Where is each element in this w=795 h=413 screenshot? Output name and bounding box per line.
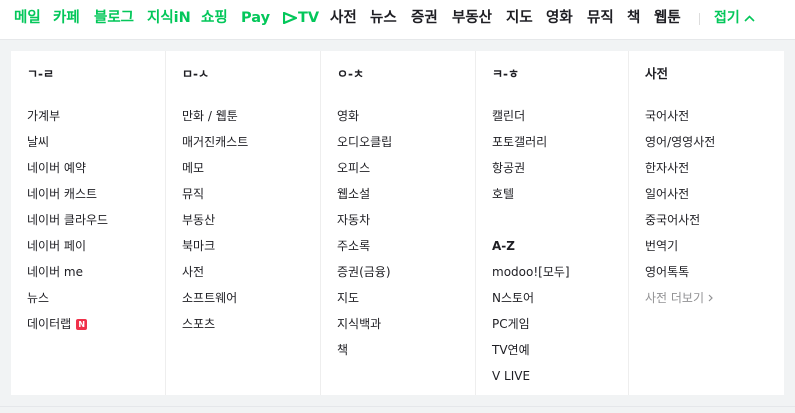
service-link[interactable]: 네이버 예약 [27,161,87,175]
service-link[interactable]: 중국어사전 [645,213,701,227]
service-link[interactable]: 지도 [337,291,360,305]
service-link[interactable]: 포토갤러리 [492,135,548,149]
service-link[interactable]: 사전 [182,265,205,279]
column-dictionary: 사전 국어사전 영어/영영사전 한자사전 일어사전 중국어사전 번역기 영어톡톡… [629,51,784,395]
service-link[interactable]: N스토어 [492,291,535,305]
spacer [492,207,628,233]
service-link[interactable]: 한자사전 [645,161,690,175]
service-link[interactable]: 증권(금융) [337,265,391,279]
nav-news[interactable]: 뉴스 [370,10,397,26]
service-link[interactable]: 오피스 [337,161,371,175]
nav-dictionary[interactable]: 사전 [330,10,357,26]
service-link[interactable]: 호텔 [492,187,515,201]
nav-mail[interactable]: 메일 [14,10,41,26]
service-menu-panel: ㄱ-ㄹ 가계부 날씨 네이버 예약 네이버 캐스트 네이버 클라우드 네이버 페… [11,51,784,395]
service-link[interactable]: 뮤직 [182,187,205,201]
nav-blog[interactable]: 블로그 [94,10,135,26]
service-link[interactable]: 영어/영영사전 [645,135,716,149]
column-heading: 사전 [645,66,669,81]
service-link[interactable]: 주소록 [337,239,371,253]
service-link[interactable]: 부동산 [182,213,216,227]
top-navigation: 메일 카페 블로그 지식iN 쇼핑 Pay TV 사전 뉴스 증권 부동산 지도… [0,0,795,40]
service-link[interactable]: 네이버 me [27,265,84,279]
nav-divider [699,13,700,25]
column-heading: ㄱ-ㄹ [27,67,55,81]
bottom-divider [0,406,795,407]
service-link[interactable]: 만화 / 웹툰 [182,109,238,123]
service-link[interactable]: 항공권 [492,161,526,175]
service-link[interactable]: modoo![모두] [492,265,570,279]
service-link[interactable]: 북마크 [182,239,216,253]
service-link[interactable]: 가계부 [27,109,61,123]
nav-stock[interactable]: 증권 [411,10,438,26]
more-label: 사전 더보기 [645,291,705,305]
service-link[interactable]: 캘린더 [492,109,526,123]
service-link[interactable]: V LIVE [492,369,531,383]
nav-book[interactable]: 책 [627,10,641,26]
service-link[interactable]: PC게임 [492,317,530,331]
nav-cafe[interactable]: 카페 [53,10,80,26]
service-link[interactable]: 일어사전 [645,187,690,201]
nav-movie[interactable]: 영화 [546,10,573,26]
column-m-s: ㅁ-ㅅ 만화 / 웹툰 매거진캐스트 메모 뮤직 부동산 북마크 사전 소프트웨… [166,51,321,395]
service-link-datalab[interactable]: 데이터랩 N [27,311,165,337]
service-link[interactable]: 매거진캐스트 [182,135,249,149]
play-icon [283,12,297,24]
column-heading: ㅋ-ㅎ [492,67,520,81]
fold-button[interactable]: 접기 [714,8,755,28]
service-link[interactable]: 메모 [182,161,205,175]
chevron-right-icon [708,294,713,302]
service-link[interactable]: 책 [337,343,349,357]
nav-webtoon[interactable]: 웹툰 [654,10,681,26]
dictionary-more-link[interactable]: 사전 더보기 [645,285,784,311]
service-link-label: 데이터랩 [27,317,72,331]
service-link[interactable]: 국어사전 [645,109,690,123]
column-o-ch: ㅇ-ㅊ 영화 오디오클립 오피스 웹소설 자동차 주소록 증권(금융) 지도 지… [321,51,476,395]
service-link[interactable]: 뉴스 [27,291,50,305]
nav-tv-label: TV [298,10,320,26]
column-subheading-a-z: A-Z [492,239,515,253]
new-badge: N [76,318,88,330]
service-link[interactable]: 웹소설 [337,187,371,201]
nav-music[interactable]: 뮤직 [587,10,614,26]
service-link[interactable]: 네이버 페이 [27,239,87,253]
service-link[interactable]: 날씨 [27,135,50,149]
chevron-up-icon [744,14,755,22]
column-g-r: ㄱ-ㄹ 가계부 날씨 네이버 예약 네이버 캐스트 네이버 클라우드 네이버 페… [11,51,166,395]
column-heading: ㅁ-ㅅ [182,67,210,81]
nav-realestate[interactable]: 부동산 [452,10,493,26]
service-link[interactable]: 영화 [337,109,360,123]
nav-map[interactable]: 지도 [506,10,533,26]
service-link[interactable]: 소프트웨어 [182,291,238,305]
nav-tv[interactable]: TV [283,8,319,28]
service-link[interactable]: 자동차 [337,213,371,227]
service-link[interactable]: 영어톡톡 [645,265,690,279]
column-heading: ㅇ-ㅊ [337,67,365,81]
service-link[interactable]: 네이버 캐스트 [27,187,98,201]
service-link[interactable]: 번역기 [645,239,679,253]
service-link[interactable]: 지식백과 [337,317,382,331]
service-link[interactable]: 스포츠 [182,317,216,331]
nav-shopping[interactable]: 쇼핑 [201,10,228,26]
column-k-h: ㅋ-ㅎ 캘린더 포토갤러리 항공권 호텔 A-Z modoo![모두] N스토어… [476,51,629,395]
fold-label: 접기 [714,10,740,26]
nav-kin[interactable]: 지식iN [147,10,191,26]
service-link[interactable]: 오디오클립 [337,135,393,149]
nav-pay[interactable]: Pay [241,10,271,26]
service-link[interactable]: 네이버 클라우드 [27,213,109,227]
service-link[interactable]: TV연예 [492,343,530,357]
